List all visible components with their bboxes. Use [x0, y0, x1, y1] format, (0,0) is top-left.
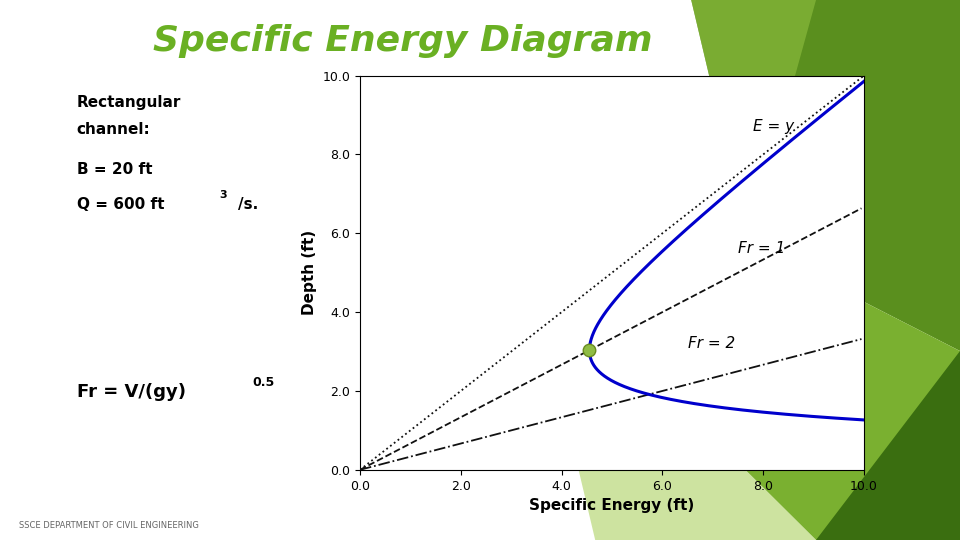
Polygon shape — [691, 0, 960, 351]
Text: Rectangular: Rectangular — [77, 94, 181, 110]
Text: channel:: channel: — [77, 122, 151, 137]
Polygon shape — [691, 0, 816, 243]
Polygon shape — [816, 351, 960, 540]
Polygon shape — [653, 243, 787, 432]
Text: Fr = V/(gy): Fr = V/(gy) — [77, 383, 186, 401]
Text: /s.: /s. — [238, 197, 258, 212]
Text: SSCE DEPARTMENT OF CIVIL ENGINEERING: SSCE DEPARTMENT OF CIVIL ENGINEERING — [19, 521, 199, 530]
X-axis label: Specific Energy (ft): Specific Energy (ft) — [529, 498, 695, 513]
Text: Fr = 1: Fr = 1 — [738, 241, 785, 256]
Text: B = 20 ft: B = 20 ft — [77, 162, 153, 177]
Text: 3: 3 — [219, 190, 227, 200]
Polygon shape — [653, 243, 960, 540]
Y-axis label: Depth (ft): Depth (ft) — [301, 230, 317, 315]
Polygon shape — [576, 378, 816, 540]
Text: Specific Energy Diagram: Specific Energy Diagram — [154, 24, 653, 58]
Text: Fr = 2: Fr = 2 — [687, 335, 734, 350]
Text: E = y: E = y — [754, 119, 794, 134]
Text: Q = 600 ft: Q = 600 ft — [77, 197, 164, 212]
Text: 0.5: 0.5 — [252, 376, 275, 389]
